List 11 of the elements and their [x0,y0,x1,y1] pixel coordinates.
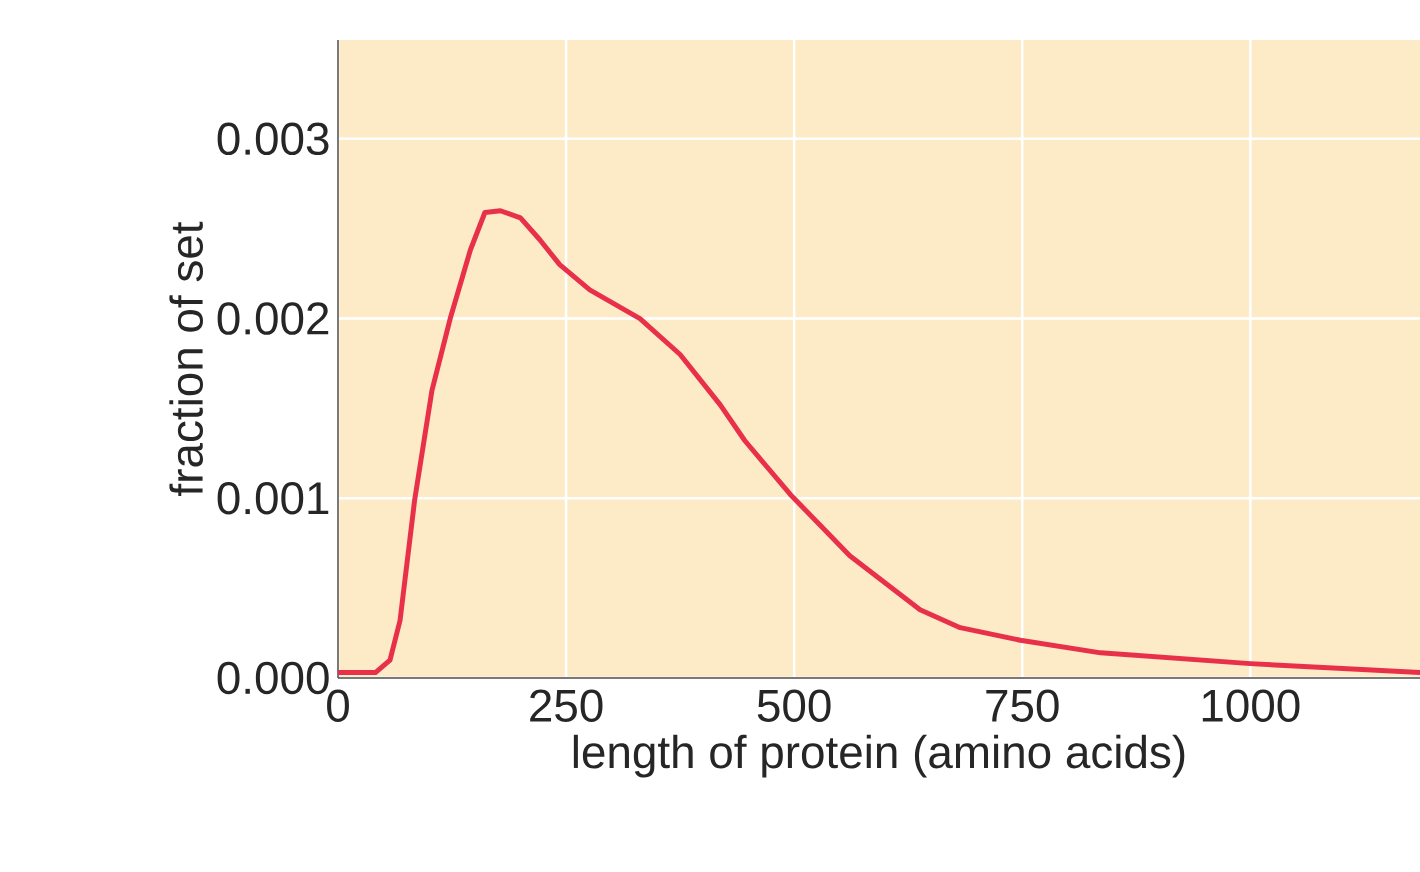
x-tick-label: 0 [327,689,349,722]
x-tick-label: 750 [986,689,1059,722]
y-tick-label: 0.002 [217,302,329,335]
y-tick-label: 0.001 [217,482,329,515]
x-tick-label: 500 [757,689,831,722]
x-tick-label: 250 [530,689,603,722]
x-axis-title: length of protein (amino acids) [573,734,1185,778]
x-tick-label: 1000 [1202,689,1300,722]
y-axis-title: fraction of set [169,221,203,496]
y-tick-label: 0.000 [217,661,329,695]
y-tick-label: 0.003 [217,122,329,156]
